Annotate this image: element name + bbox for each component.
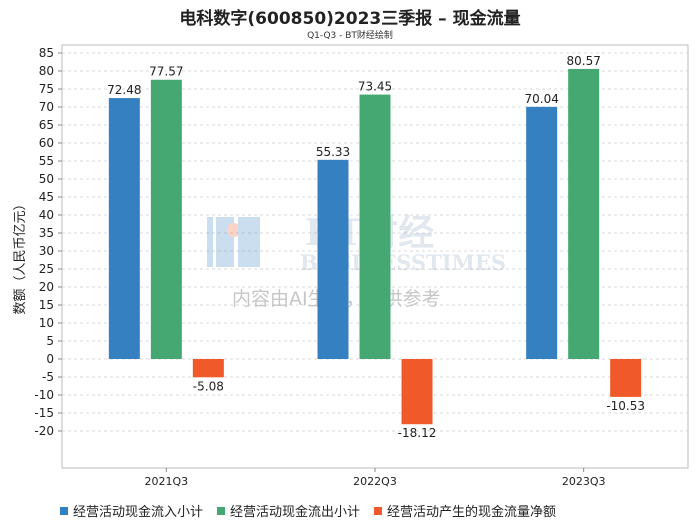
y-tick-label: 45 [39, 190, 54, 204]
legend-label: 经营活动产生的现金流量净额 [387, 505, 557, 520]
watermark-logo-block [216, 217, 234, 267]
y-tick-label: 70 [39, 100, 54, 114]
y-tick-label: 80 [39, 64, 54, 78]
chart-title: 电科数字(600850)2023三季报 – 现金流量 [179, 9, 521, 29]
bar [568, 68, 600, 359]
legend-item: 经营活动现金流出小计 [217, 501, 360, 520]
y-tick-label: -10 [34, 388, 54, 402]
x-tick-label: 2021Q3 [145, 475, 189, 488]
bar [150, 79, 182, 360]
y-tick-label: 30 [39, 244, 54, 258]
y-tick-label: 85 [39, 46, 54, 60]
legend-swatch [60, 506, 68, 515]
legend-label: 经营活动现金流出小计 [230, 505, 361, 520]
y-tick-label: 15 [39, 298, 54, 312]
y-tick-label: -5 [42, 370, 54, 384]
bar [108, 98, 140, 360]
chart-subtitle: Q1-Q3 - BT财经绘制 [307, 31, 393, 41]
y-axis-label: 数额（人民币亿元） [13, 197, 28, 314]
data-label: 77.57 [149, 65, 183, 79]
y-tick-label: 5 [46, 334, 54, 348]
bar [317, 159, 349, 359]
y-tick-label: 20 [39, 280, 54, 294]
legend-label: 经营活动现金流入小计 [73, 505, 204, 520]
legend-swatch [374, 506, 383, 515]
y-tick-label: 60 [39, 136, 54, 150]
legend-item: 经营活动产生的现金流量净额 [374, 501, 556, 520]
watermark-logo-dot [227, 223, 241, 237]
y-tick-label: 10 [39, 316, 54, 330]
bars: 72.48 77.57 -5.08 55.33 73.45 -18.12 70.04 80.5… [107, 54, 645, 440]
bar [359, 94, 391, 359]
bar [401, 359, 433, 425]
y-tick-label: 25 [39, 262, 54, 276]
data-label: 73.45 [358, 80, 392, 94]
legend-item: 经营活动现金流入小计 [60, 501, 203, 520]
bar [192, 359, 224, 378]
x-axis: 2021Q3 2022Q3 2023Q3 [145, 468, 606, 488]
x-tick-label: 2022Q3 [353, 475, 397, 488]
data-label: -10.53 [606, 399, 645, 413]
y-tick-label: 0 [46, 352, 54, 366]
data-label: 72.48 [107, 83, 141, 97]
watermark-logo-block-2 [238, 217, 260, 267]
data-label: 70.04 [524, 92, 558, 106]
legend-swatch [217, 506, 226, 515]
data-label: 55.33 [316, 145, 350, 159]
bar [610, 359, 642, 397]
data-label: -18.12 [398, 426, 437, 440]
y-tick-label: 40 [39, 208, 54, 222]
legend: 经营活动现金流入小计 经营活动现金流出小计 经营活动产生的现金流量净额 [60, 501, 556, 520]
y-axis: -20 -15 -10 -5 0 5 10 15 20 25 30 35 40 45 50 55 60 65 70 7… [34, 46, 62, 438]
y-tick-label: 75 [39, 82, 54, 96]
y-tick-label: -15 [34, 406, 54, 420]
watermark-logo-bar [207, 217, 213, 267]
y-tick-label: 65 [39, 118, 54, 132]
data-label: -5.08 [193, 379, 224, 393]
x-tick-label: 2023Q3 [562, 475, 606, 488]
y-tick-label: 50 [39, 172, 54, 186]
bar [526, 106, 558, 359]
y-tick-label: 35 [39, 226, 54, 240]
y-tick-label: 55 [39, 154, 54, 168]
y-tick-label: -20 [34, 424, 54, 438]
data-label: 80.57 [566, 54, 600, 68]
